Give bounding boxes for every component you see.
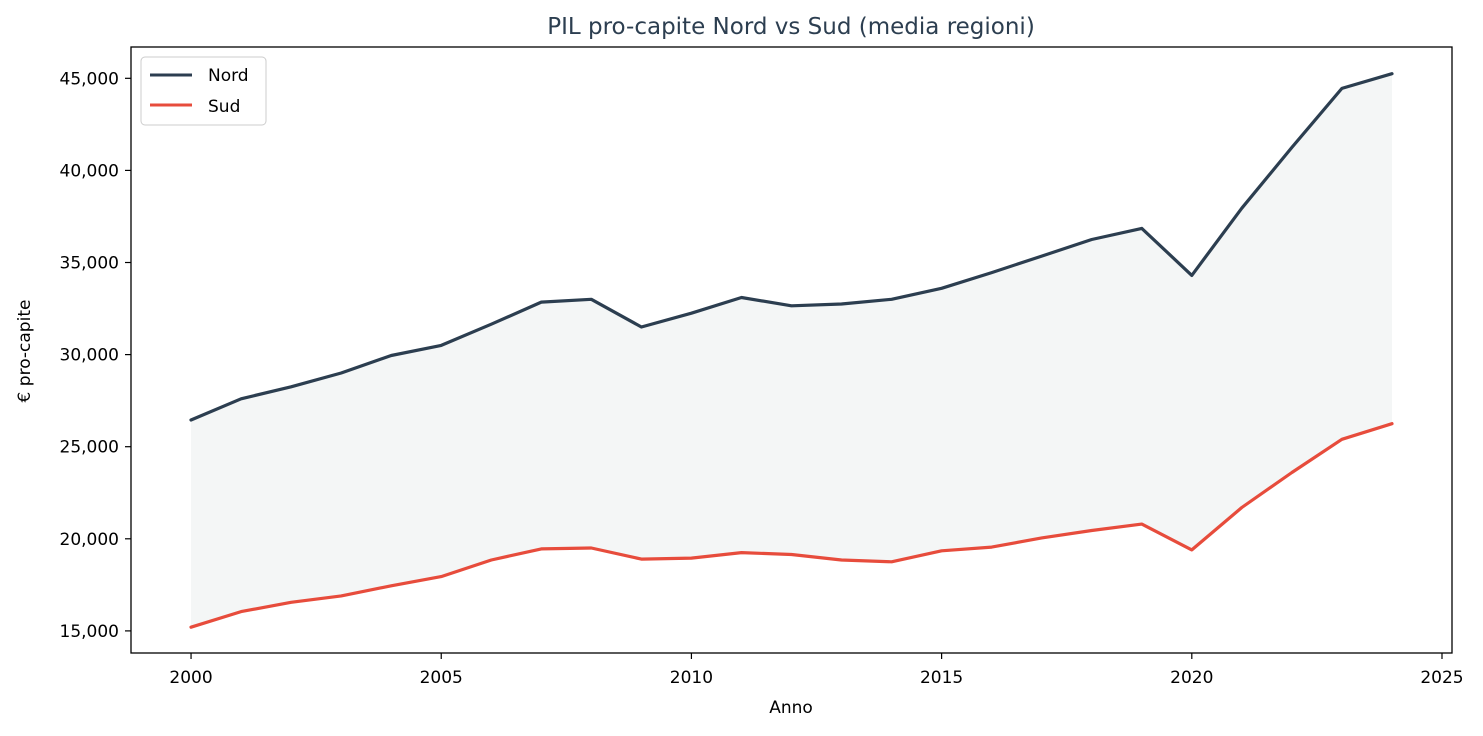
data-point-sud-2005 — [439, 575, 443, 579]
x-tick-label: 2005 — [420, 668, 463, 688]
data-point-nord-2019 — [1140, 226, 1144, 230]
data-point-sud-2007 — [539, 547, 543, 551]
data-point-nord-2024 — [1390, 72, 1394, 76]
y-axis-label: € pro-capite — [15, 300, 35, 403]
data-point-nord-2007 — [539, 300, 543, 304]
data-point-nord-2009 — [639, 325, 643, 329]
data-point-sud-2003 — [339, 594, 343, 598]
y-tick-label: 15,000 — [60, 622, 119, 642]
data-point-sud-2010 — [689, 556, 693, 560]
data-point-sud-2022 — [1290, 471, 1294, 475]
data-point-nord-2013 — [840, 302, 844, 306]
data-point-sud-2009 — [639, 557, 643, 561]
data-point-nord-2020 — [1190, 273, 1194, 277]
x-tick-label: 2020 — [1170, 668, 1213, 688]
data-point-sud-2020 — [1190, 548, 1194, 552]
data-point-nord-2018 — [1090, 238, 1094, 242]
data-point-nord-2022 — [1290, 145, 1294, 149]
data-point-nord-2001 — [239, 397, 243, 401]
data-point-nord-2004 — [389, 354, 393, 358]
data-point-nord-2021 — [1240, 206, 1244, 210]
data-point-sud-2011 — [740, 551, 744, 555]
legend: Nord Sud — [140, 56, 267, 126]
data-point-sud-2017 — [1040, 536, 1044, 540]
y-axis-ticks: 15,000 20,000 25,000 30,000 35,000 40,000 45,0… — [60, 69, 131, 642]
data-point-nord-2012 — [790, 304, 794, 308]
data-point-sud-2000 — [189, 625, 193, 629]
data-point-nord-2003 — [339, 371, 343, 375]
fill-between-area — [191, 73, 1392, 628]
data-point-sud-2012 — [790, 553, 794, 557]
chart-title: PIL pro-capite Nord vs Sud (media region… — [547, 14, 1035, 40]
data-point-sud-2014 — [890, 560, 894, 564]
y-tick-label: 45,000 — [60, 69, 119, 89]
data-point-nord-2008 — [589, 297, 593, 301]
y-tick-label: 35,000 — [60, 254, 119, 274]
data-point-nord-2010 — [689, 311, 693, 315]
x-tick-label: 2015 — [920, 668, 963, 688]
data-point-sud-2004 — [389, 584, 393, 588]
data-point-sud-2015 — [940, 549, 944, 553]
x-tick-label: 2025 — [1420, 668, 1463, 688]
data-point-nord-2006 — [489, 322, 493, 326]
data-point-nord-2014 — [890, 297, 894, 301]
y-tick-label: 30,000 — [60, 346, 119, 366]
series-line-sud — [189, 422, 1394, 629]
legend-label-nord: Nord — [208, 66, 249, 86]
x-axis-label: Anno — [769, 698, 813, 718]
data-point-sud-2006 — [489, 558, 493, 562]
data-point-nord-2015 — [940, 286, 944, 290]
y-tick-label: 20,000 — [60, 530, 119, 550]
data-point-sud-2013 — [840, 558, 844, 562]
data-point-nord-2005 — [439, 343, 443, 347]
legend-label-sud: Sud — [208, 97, 240, 117]
fill-area-layer — [191, 73, 1392, 628]
series-lines-layer — [189, 72, 1394, 629]
data-point-nord-2002 — [289, 385, 293, 389]
data-point-sud-2018 — [1090, 529, 1094, 533]
series-line-nord — [189, 72, 1394, 422]
x-axis-ticks: 2000 2005 2010 2015 2020 2025 — [169, 653, 1464, 688]
data-point-nord-2016 — [990, 271, 994, 275]
y-tick-label: 40,000 — [60, 161, 119, 181]
plot-frame — [130, 46, 1453, 654]
x-tick-label: 2010 — [670, 668, 713, 688]
data-point-nord-2000 — [189, 418, 193, 422]
data-point-sud-2024 — [1390, 422, 1394, 426]
data-point-sud-2002 — [289, 600, 293, 604]
data-point-sud-2021 — [1240, 506, 1244, 510]
y-tick-label: 25,000 — [60, 438, 119, 458]
x-tick-label: 2000 — [169, 668, 212, 688]
data-point-sud-2023 — [1340, 437, 1344, 441]
data-point-nord-2017 — [1040, 254, 1044, 258]
data-point-sud-2001 — [239, 610, 243, 614]
data-point-nord-2023 — [1340, 86, 1344, 90]
data-point-sud-2016 — [990, 545, 994, 549]
data-point-nord-2011 — [740, 296, 744, 300]
data-point-sud-2008 — [589, 546, 593, 550]
data-point-sud-2019 — [1140, 522, 1144, 526]
